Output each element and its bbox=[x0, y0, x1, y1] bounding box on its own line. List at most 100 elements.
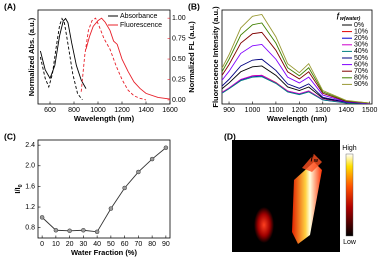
y-tick-label: 1.2 bbox=[25, 204, 35, 211]
data-point bbox=[149, 156, 155, 162]
legend-label: Fluorescence bbox=[120, 22, 162, 29]
annotation-main: 90% ƒ bbox=[294, 155, 314, 162]
annotation: 0% ƒw bbox=[252, 155, 272, 164]
data-point bbox=[108, 206, 114, 211]
series-line bbox=[221, 76, 370, 104]
x-tick-label: 800 bbox=[68, 107, 80, 114]
panel-label: (A) bbox=[4, 1, 16, 11]
y-axis-label: Normalized Abs. (a.u.) bbox=[27, 17, 36, 96]
series-line bbox=[41, 147, 167, 233]
x-tick-label: 0 bbox=[40, 241, 44, 248]
legend-label: 90% bbox=[354, 81, 368, 88]
legend-label: 70% bbox=[354, 68, 368, 75]
series-line bbox=[39, 17, 87, 89]
annotation: 90% ƒw bbox=[294, 155, 318, 164]
legend-title-main: ƒ bbox=[336, 13, 340, 20]
x-tick-label: 40 bbox=[93, 241, 101, 248]
series-line bbox=[221, 65, 370, 104]
series-line bbox=[221, 43, 370, 104]
x-tick-label: 1600 bbox=[162, 107, 178, 114]
x-tick-label: 20 bbox=[66, 241, 74, 248]
legend-label: 80% bbox=[354, 75, 368, 82]
y-axis-label: Fluorescence Intensity (a.u.) bbox=[211, 6, 220, 108]
tube-cap bbox=[302, 154, 322, 172]
x-axis-label: Water Fraction (%) bbox=[71, 248, 137, 257]
legend-label: 50% bbox=[354, 55, 368, 62]
series-line bbox=[221, 13, 370, 104]
x-tick-label: 60 bbox=[121, 241, 129, 248]
colorbar-label: High bbox=[342, 145, 357, 152]
series-line bbox=[221, 22, 370, 104]
panel-label: (B) bbox=[188, 1, 200, 11]
data-point bbox=[122, 185, 127, 191]
data-point bbox=[39, 215, 45, 220]
x-tick-label: 1200 bbox=[114, 107, 130, 114]
x-tick-label: 90 bbox=[162, 241, 170, 248]
legend-label: 40% bbox=[354, 48, 368, 55]
data-point bbox=[53, 228, 59, 233]
data-point bbox=[136, 169, 141, 175]
x-tick-label: 1100 bbox=[268, 107, 283, 114]
colorbar-label: Low bbox=[343, 239, 357, 246]
data-point bbox=[163, 145, 169, 150]
legend-title: ƒw(water) bbox=[336, 13, 361, 22]
y2-axis-label: Normalized FL (a.u.) bbox=[187, 21, 196, 93]
x-tick-label: 900 bbox=[223, 107, 235, 114]
legend-label: 10% bbox=[354, 28, 368, 35]
annotation-main: 0% ƒ bbox=[252, 155, 268, 162]
legend-label: 30% bbox=[354, 42, 368, 49]
y-tick-label: 2.4 bbox=[25, 142, 35, 149]
x-tick-label: 600 bbox=[44, 107, 56, 114]
x-tick-label: 70 bbox=[134, 241, 142, 248]
plot-frame bbox=[37, 139, 171, 239]
legend-label: 0% bbox=[354, 22, 364, 29]
x-tick-label: 1400 bbox=[338, 107, 354, 114]
tube-glow-bright bbox=[292, 162, 322, 244]
x-tick-label: 1000 bbox=[90, 107, 106, 114]
tube-glow-dim bbox=[254, 207, 274, 243]
y2-tick-label: 1.00 bbox=[172, 15, 186, 22]
x-tick-label: 1400 bbox=[138, 107, 154, 114]
data-point bbox=[94, 229, 100, 235]
series-line bbox=[221, 31, 370, 104]
series-line bbox=[221, 58, 370, 104]
x-axis-label: Wavelength (nm) bbox=[267, 114, 328, 123]
plot-frame bbox=[37, 9, 171, 105]
legend-title-sub: w(water) bbox=[340, 16, 361, 22]
y-axis-label: I/I0 bbox=[13, 184, 24, 193]
legend-label: Absorbance bbox=[120, 13, 157, 20]
x-tick-label: 1500 bbox=[362, 107, 378, 114]
x-tick-label: 30 bbox=[79, 241, 87, 248]
series-line bbox=[85, 17, 171, 100]
panel-label: (D) bbox=[224, 131, 236, 141]
series-line bbox=[80, 17, 147, 101]
y-axis-label-sub: 0 bbox=[18, 184, 24, 187]
y-tick-label: 1.6 bbox=[25, 183, 35, 190]
annotation-sub: w bbox=[267, 158, 272, 164]
data-point bbox=[81, 228, 86, 233]
legend-label: 60% bbox=[354, 61, 368, 68]
photo-background bbox=[232, 140, 340, 252]
y-axis-label-main: I/I bbox=[13, 187, 22, 193]
panel-label: (C) bbox=[4, 131, 16, 141]
y2-tick-label: 0.25 bbox=[172, 76, 186, 83]
x-tick-label: 1200 bbox=[292, 107, 308, 114]
x-tick-label: 80 bbox=[148, 241, 156, 248]
series-line bbox=[39, 17, 83, 101]
y2-tick-label: 0.00 bbox=[172, 97, 186, 104]
plot-frame bbox=[221, 9, 373, 105]
y-tick-label: 0.8 bbox=[25, 225, 35, 232]
annotation-sub: w bbox=[313, 158, 318, 164]
y-tick-label: 2.0 bbox=[25, 163, 35, 170]
x-tick-label: 1300 bbox=[315, 107, 331, 114]
data-point bbox=[67, 228, 72, 234]
x-tick-label: 50 bbox=[107, 241, 115, 248]
y2-tick-label: 0.75 bbox=[172, 35, 186, 42]
y2-tick-label: 0.50 bbox=[172, 56, 186, 63]
colorbar bbox=[345, 153, 354, 237]
x-axis-label: Wavelength (nm) bbox=[74, 114, 135, 123]
legend-label: 20% bbox=[354, 35, 368, 42]
x-tick-label: 1000 bbox=[245, 107, 261, 114]
